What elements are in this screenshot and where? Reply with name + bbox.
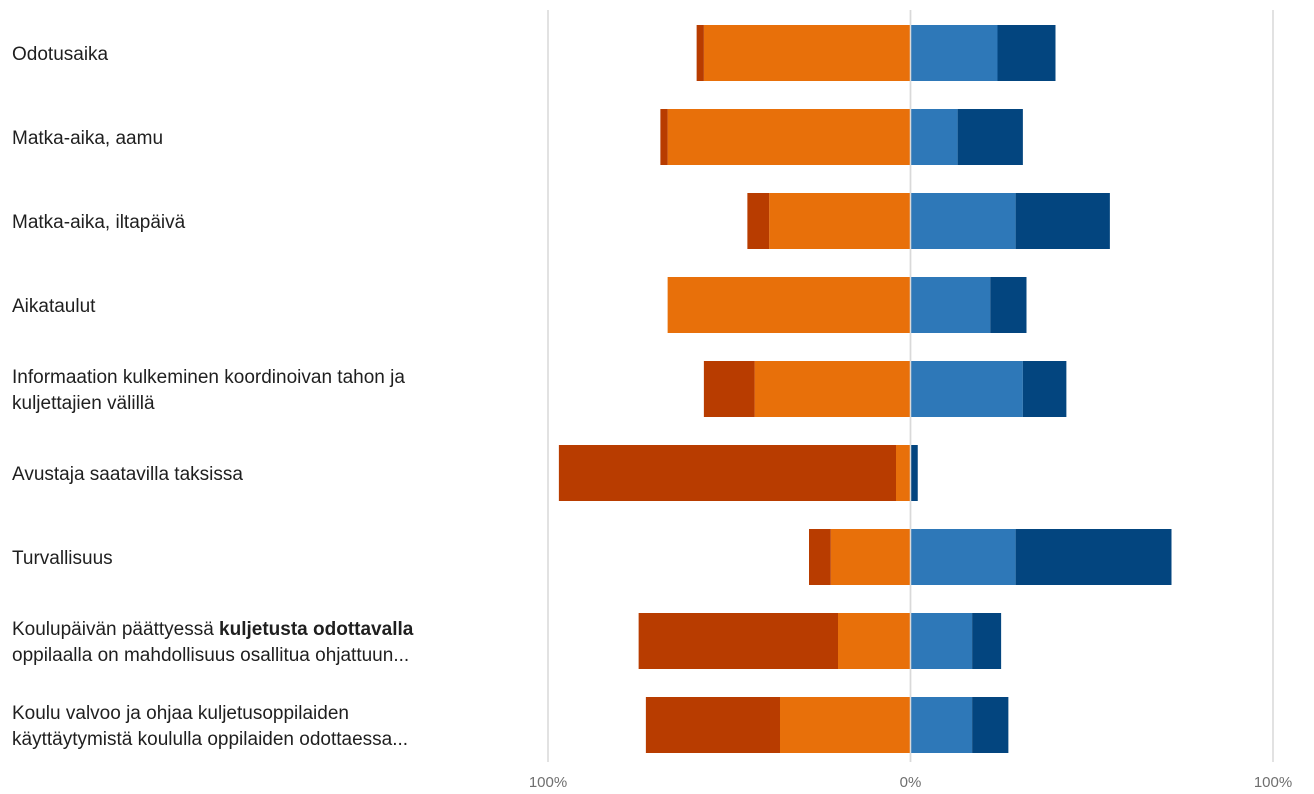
bar-segment <box>830 529 911 585</box>
bar-segment <box>910 193 1016 249</box>
bar-segment <box>809 529 831 585</box>
category-label-text: Koulu valvoo ja ohjaa kuljetusoppilaiden <box>12 703 349 724</box>
bar-segment <box>703 361 755 417</box>
category-label-text: Matka-aika, aamu <box>12 128 163 149</box>
x-tick-label: 100% <box>1254 774 1292 791</box>
category-label-text: Aikataulut <box>12 296 96 317</box>
bar-segment <box>957 109 1023 165</box>
bar-segment <box>990 277 1027 333</box>
bar-segment <box>747 193 770 249</box>
bar-segment <box>769 193 911 249</box>
bar-segment <box>910 529 1016 585</box>
bar-segment <box>910 613 973 669</box>
bar-segment <box>910 445 918 501</box>
category-label: Turvallisuus <box>12 548 113 569</box>
bar-segment <box>780 697 911 753</box>
bar-segment <box>558 445 896 501</box>
category-label: Matka-aika, iltapäivä <box>12 212 186 233</box>
bar-segment <box>638 613 838 669</box>
bar-segment <box>667 109 911 165</box>
x-tick-label: 0% <box>900 774 922 791</box>
category-label-text: oppilaalla on mahdollisuus osallitua ohj… <box>12 645 409 666</box>
bar-segment <box>997 25 1056 81</box>
category-label-text: Avustaja saatavilla taksissa <box>12 464 243 485</box>
bar-segment <box>754 361 911 417</box>
x-tick-label: 100% <box>529 774 567 791</box>
category-label: Aikataulut <box>12 296 96 317</box>
category-label-text: kuljettajien välillä <box>12 393 155 414</box>
category-label-text: Turvallisuus <box>12 548 113 569</box>
bar-segment <box>910 277 991 333</box>
bar-segment <box>910 697 973 753</box>
bar-segment <box>667 277 911 333</box>
bar-segment <box>696 25 704 81</box>
category-label: Koulu valvoo ja ohjaa kuljetusoppilaiden… <box>12 703 408 750</box>
bar-segment <box>910 361 1023 417</box>
category-label-text: Odotusaika <box>12 44 109 65</box>
bar-segment <box>645 697 780 753</box>
bar-segment <box>972 697 1009 753</box>
bar-segment <box>1022 361 1067 417</box>
bar-segment <box>660 109 668 165</box>
bar-segment <box>972 613 1002 669</box>
bar-segment <box>910 109 958 165</box>
category-label-text: käyttäytymistä koululla oppilaiden odott… <box>12 729 408 750</box>
category-label: Avustaja saatavilla taksissa <box>12 464 243 485</box>
category-label-text: kuljetusta odottavalla <box>219 619 414 640</box>
category-label: Informaation kulkeminen koordinoivan tah… <box>12 367 405 414</box>
bar-segment <box>896 445 911 501</box>
category-label: Odotusaika <box>12 44 109 65</box>
category-label-text: Matka-aika, iltapäivä <box>12 212 186 233</box>
category-label: Matka-aika, aamu <box>12 128 163 149</box>
category-label: Koulupäivän päättyessä kuljetusta odotta… <box>12 619 414 666</box>
bar-segment <box>1015 193 1110 249</box>
bar-segment <box>838 613 911 669</box>
category-label-text: Informaation kulkeminen koordinoivan tah… <box>12 367 405 388</box>
bar-segment <box>910 25 998 81</box>
bar-segment <box>703 25 911 81</box>
category-label-text: Koulupäivän päättyessä <box>12 619 219 640</box>
bar-segment <box>1015 529 1172 585</box>
